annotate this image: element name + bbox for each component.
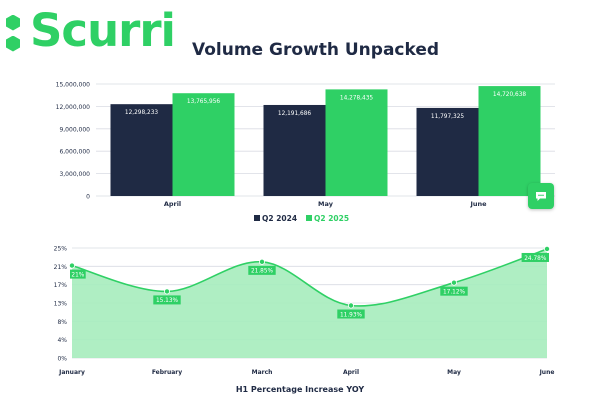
area-chart-title: H1 Percentage Increase YOY (236, 385, 364, 394)
area-series-line (71, 248, 548, 307)
bar-data-label: 12,191,686 (278, 111, 312, 117)
bar-x-tick-label: April (164, 200, 181, 208)
area-point (544, 245, 551, 252)
logo-wordmark: Scurri (30, 4, 176, 57)
area-data-label-bg (337, 309, 365, 319)
area-y-tick-label: 21% (54, 264, 68, 271)
area-x-tick-label: May (447, 369, 461, 376)
bar-y-tick-label: 0 (86, 194, 90, 201)
bar-chart: 0 3,000,000 6,000,000 9,000,000 12,000,000 15… (56, 82, 555, 223)
area-data-label: 21% (71, 272, 84, 278)
bar-x-tick-label: June (469, 200, 487, 208)
bar-data-label: 14,278,435 (340, 95, 374, 101)
area-point (258, 258, 265, 265)
legend-swatch (306, 215, 312, 221)
bar-y-tick-label: 6,000,000 (59, 149, 90, 156)
area-data-label-bg (248, 265, 276, 275)
logo-hex-icon (6, 14, 20, 52)
chat-button[interactable] (528, 183, 554, 209)
area-x-tick-label: April (343, 369, 359, 376)
area-data-label: 17.12% (443, 289, 466, 295)
area-y-tick-label: 25% (54, 246, 68, 253)
bar-q2-2025-june (478, 86, 541, 196)
bar-y-tick-label: 15,000,000 (56, 82, 91, 89)
chat-bubble-icon (536, 191, 546, 201)
bar-y-tick-label: 3,000,000 (59, 171, 90, 178)
area-y-tick-label: 8% (57, 319, 67, 326)
bar-y-tick-label: 9,000,000 (59, 126, 90, 133)
area-data-label: 21.85% (251, 269, 274, 275)
area-x-tick-label: June (539, 369, 555, 376)
area-point (347, 302, 354, 309)
area-y-tick-label: 13% (54, 301, 68, 308)
legend-label: Q2 2025 (314, 214, 349, 223)
area-data-label-bg (440, 286, 468, 296)
area-data-label: 11.93% (340, 312, 363, 318)
bar-q2-2025-may (325, 89, 388, 196)
bar-q2-2024-june (416, 107, 479, 196)
bar-y-tick-label: 12,000,000 (56, 104, 91, 111)
area-fill (72, 248, 547, 358)
area-x-tick-label: March (252, 369, 273, 376)
area-data-label: 24.78% (524, 256, 547, 262)
area-data-label-bg (521, 252, 549, 262)
area-x-tick-label: January (58, 369, 85, 376)
bar-data-label: 11,797,325 (431, 114, 465, 120)
area-data-label-bg (153, 295, 181, 305)
bar-data-label: 14,720,638 (493, 92, 527, 98)
area-data-label: 15.13% (156, 298, 179, 304)
legend-swatch (254, 215, 260, 221)
area-x-tick-label: February (152, 369, 182, 376)
area-data-label-bg (70, 269, 86, 279)
bar-data-label: 13,765,956 (187, 99, 221, 105)
area-point (69, 262, 76, 269)
bar-q2-2024-april (110, 104, 173, 196)
page-title: Volume Growth Unpacked (192, 40, 440, 60)
area-y-tick-label: 17% (54, 282, 68, 289)
legend-label: Q2 2024 (262, 214, 297, 223)
bar-q2-2024-may (263, 104, 326, 196)
area-point (450, 279, 457, 286)
brand-logo: Scurri (6, 4, 176, 57)
bar-q2-2025-april (172, 93, 235, 196)
bar-x-tick-label: May (318, 200, 334, 208)
area-y-tick-label: 4% (57, 337, 67, 344)
area-point (163, 288, 170, 295)
area-y-tick-label: 0% (57, 356, 67, 363)
bar-data-label: 12,298,233 (125, 110, 159, 116)
